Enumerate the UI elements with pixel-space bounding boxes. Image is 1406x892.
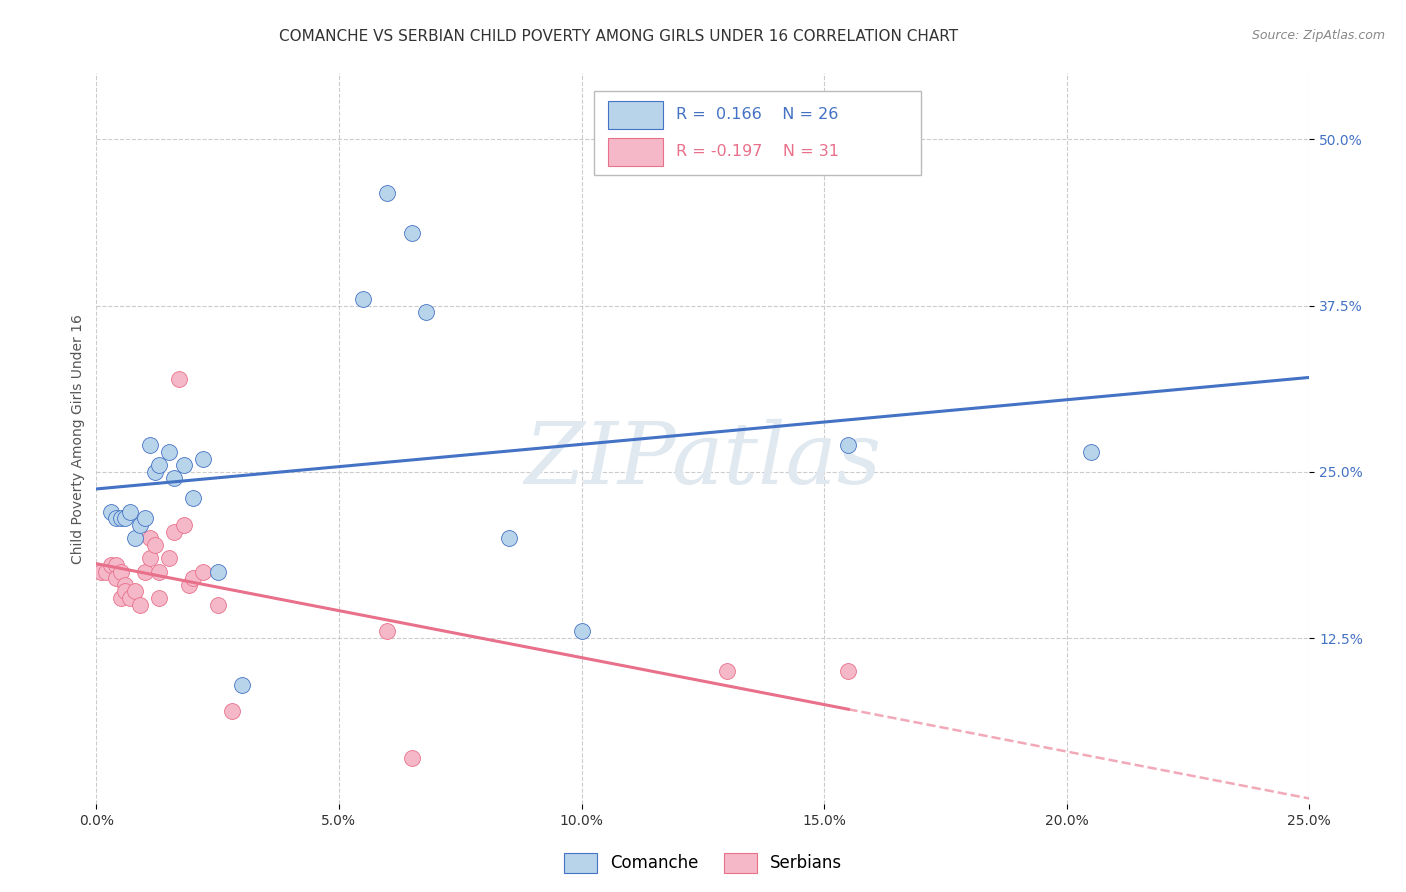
Point	[138, 531, 160, 545]
Point	[138, 438, 160, 452]
Point	[377, 624, 399, 639]
Point	[837, 665, 859, 679]
Point	[207, 565, 229, 579]
Point	[124, 584, 146, 599]
Point	[207, 598, 229, 612]
Point	[114, 578, 136, 592]
Point	[1080, 445, 1102, 459]
Point	[148, 458, 170, 473]
Point	[157, 445, 180, 459]
Point	[100, 558, 122, 572]
Point	[114, 511, 136, 525]
Legend: Comanche, Serbians: Comanche, Serbians	[557, 847, 849, 880]
Point	[173, 458, 195, 473]
Point	[167, 372, 190, 386]
Text: ZIPatlas: ZIPatlas	[524, 419, 882, 502]
Point	[134, 511, 156, 525]
Point	[120, 591, 142, 606]
Point	[94, 565, 117, 579]
Point	[191, 451, 214, 466]
Point	[157, 551, 180, 566]
Point	[134, 565, 156, 579]
Point	[143, 465, 166, 479]
Point	[138, 551, 160, 566]
Point	[163, 524, 186, 539]
Point	[498, 531, 520, 545]
Point	[124, 531, 146, 545]
Point	[183, 571, 205, 585]
FancyBboxPatch shape	[593, 91, 921, 176]
Point	[129, 518, 152, 533]
Point	[114, 584, 136, 599]
Point	[415, 305, 437, 319]
Text: R =  0.166    N = 26: R = 0.166 N = 26	[676, 107, 838, 122]
Point	[401, 750, 423, 764]
Point	[120, 505, 142, 519]
Point	[352, 292, 374, 306]
Text: R = -0.197    N = 31: R = -0.197 N = 31	[676, 145, 839, 160]
Point	[148, 565, 170, 579]
Y-axis label: Child Poverty Among Girls Under 16: Child Poverty Among Girls Under 16	[72, 314, 86, 564]
Text: COMANCHE VS SERBIAN CHILD POVERTY AMONG GIRLS UNDER 16 CORRELATION CHART: COMANCHE VS SERBIAN CHILD POVERTY AMONG …	[278, 29, 959, 44]
Point	[231, 677, 253, 691]
Point	[173, 518, 195, 533]
Point	[401, 226, 423, 240]
Point	[191, 565, 214, 579]
Point	[100, 505, 122, 519]
Point	[221, 704, 243, 718]
Point	[90, 565, 112, 579]
Point	[110, 591, 132, 606]
Point	[177, 578, 200, 592]
Point	[377, 186, 399, 200]
Point	[183, 491, 205, 506]
FancyBboxPatch shape	[609, 138, 662, 166]
Point	[110, 511, 132, 525]
FancyBboxPatch shape	[609, 101, 662, 128]
Point	[104, 558, 127, 572]
Text: Source: ZipAtlas.com: Source: ZipAtlas.com	[1251, 29, 1385, 42]
Point	[837, 438, 859, 452]
Point	[104, 511, 127, 525]
Point	[143, 538, 166, 552]
Point	[148, 591, 170, 606]
Point	[163, 471, 186, 485]
Point	[104, 571, 127, 585]
Point	[129, 598, 152, 612]
Point	[110, 565, 132, 579]
Point	[716, 665, 738, 679]
Point	[571, 624, 593, 639]
